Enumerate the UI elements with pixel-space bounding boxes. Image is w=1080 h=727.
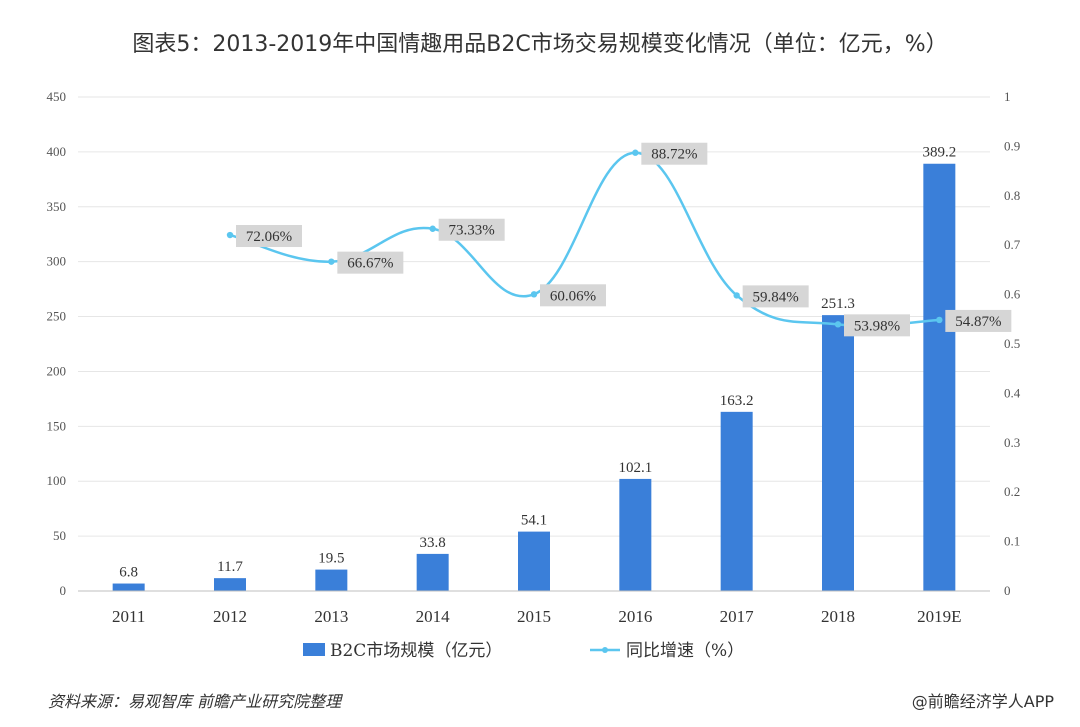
- x-tick-label: 2016: [618, 607, 652, 626]
- legend-label-line: 同比增速（%）: [626, 641, 744, 661]
- bar-value-label: 251.3: [821, 296, 855, 312]
- y-left-tick-label: 250: [47, 309, 67, 324]
- x-tick-label: 2012: [213, 607, 247, 626]
- growth-marker: [226, 231, 234, 239]
- bar-value-label: 19.5: [318, 551, 344, 567]
- x-tick-label: 2013: [314, 607, 348, 626]
- y-right-tick-label: 1: [1004, 89, 1011, 104]
- growth-value-label: 66.67%: [347, 256, 393, 272]
- growth-marker: [632, 149, 639, 156]
- bar: [315, 569, 348, 591]
- y-left-tick-label: 400: [47, 144, 67, 159]
- growth-value-label: 88.72%: [651, 147, 697, 163]
- y-left-tick-label: 200: [47, 363, 67, 378]
- growth-value-label: 53.98%: [854, 318, 900, 334]
- y-right-tick-label: 0.9: [1004, 138, 1020, 153]
- bar-value-label: 389.2: [922, 145, 956, 161]
- growth-label-box: [844, 314, 910, 337]
- x-tick-label: 2015: [517, 607, 551, 626]
- growth-label-box: [236, 225, 302, 248]
- legend-swatch-line-marker: [602, 647, 608, 653]
- legend-swatch-bar: [303, 643, 325, 656]
- growth-value-label: 54.87%: [955, 314, 1001, 330]
- legend-label-bar: B2C市场规模（亿元）: [330, 641, 502, 661]
- y-left-tick-label: 150: [47, 418, 67, 433]
- growth-marker: [834, 321, 842, 328]
- y-right-tick-label: 0.4: [1004, 385, 1021, 400]
- left-axis: 0 50 100 150 200 250 300 350 400 450: [47, 89, 67, 598]
- bar-value-label: 6.8: [119, 565, 138, 581]
- growth-marker: [530, 291, 538, 298]
- bar-value-label: 11.7: [217, 559, 243, 575]
- growth-marker: [429, 225, 436, 232]
- line-series: 72.06% 66.67% 73.33% 60.06% 88.72% 59.84% 53.9…: [226, 142, 1012, 337]
- y-right-tick-label: 0.3: [1004, 435, 1020, 450]
- bar-value-label: 33.8: [420, 535, 446, 551]
- y-left-tick-label: 100: [47, 473, 67, 488]
- growth-label-box: [438, 218, 505, 241]
- y-left-tick-label: 350: [47, 199, 67, 214]
- x-tick-label: 2018: [821, 607, 855, 626]
- growth-label-box: [742, 285, 809, 308]
- growth-label-box: [641, 142, 708, 165]
- x-tick-label: 2014: [416, 607, 451, 626]
- growth-label-box: [945, 309, 1012, 332]
- growth-marker: [936, 316, 943, 324]
- y-right-tick-label: 0: [1004, 583, 1011, 598]
- bar-value-label: 102.1: [618, 460, 652, 476]
- bar-value-label: 54.1: [521, 513, 547, 529]
- y-left-tick-label: 450: [47, 89, 67, 104]
- y-right-tick-label: 0.8: [1004, 188, 1020, 203]
- growth-label-box: [540, 284, 606, 307]
- growth-value-label: 60.06%: [550, 288, 596, 304]
- y-right-tick-label: 0.5: [1004, 336, 1020, 351]
- bar: [416, 553, 449, 591]
- growth-marker: [328, 258, 335, 265]
- bar-value-label: 163.2: [720, 393, 754, 409]
- growth-value-label: 59.84%: [753, 289, 799, 305]
- y-left-tick-label: 300: [47, 254, 67, 269]
- x-axis: 2011 2012 2013 2014 2015 2016 2017 2018 2019E: [78, 590, 990, 626]
- y-right-tick-label: 0.7: [1004, 237, 1021, 252]
- credit: @前瞻经济学人APP: [911, 692, 1054, 711]
- source-note: 资料来源：易观智库 前瞻产业研究院整理: [48, 692, 342, 711]
- legend: B2C市场规模（亿元） 同比增速（%）: [303, 641, 744, 661]
- y-right-tick-label: 0.6: [1004, 287, 1021, 302]
- x-tick-label: 2017: [720, 607, 755, 626]
- y-left-tick-label: 0: [60, 583, 67, 598]
- bar: [619, 478, 652, 591]
- growth-value-label: 73.33%: [449, 223, 495, 239]
- y-left-tick-label: 50: [53, 528, 66, 543]
- bar: [923, 163, 956, 592]
- growth-marker: [733, 292, 740, 299]
- bar: [720, 411, 753, 591]
- bar: [822, 315, 854, 591]
- y-right-tick-label: 0.2: [1004, 484, 1020, 499]
- bar-series: 6.8 11.7 19.5 33.8 54.1 102.1 163.2 251.3 389.2: [112, 145, 956, 592]
- bar: [112, 583, 145, 591]
- x-tick-label: 2011: [112, 607, 145, 626]
- bar: [214, 578, 246, 591]
- bar: [518, 531, 550, 591]
- y-right-tick-label: 0.1: [1004, 534, 1020, 549]
- chart-title: 图表5：2013-2019年中国情趣用品B2C市场交易规模变化情况（单位：亿元，…: [132, 32, 948, 57]
- growth-label-box: [337, 251, 404, 274]
- right-axis: 0 0.1 0.2 0.3 0.4 0.5 0.6 0.7 0.8 0.9 1: [1004, 89, 1021, 598]
- x-tick-label: 2019E: [917, 607, 961, 626]
- growth-value-label: 72.06%: [246, 229, 292, 245]
